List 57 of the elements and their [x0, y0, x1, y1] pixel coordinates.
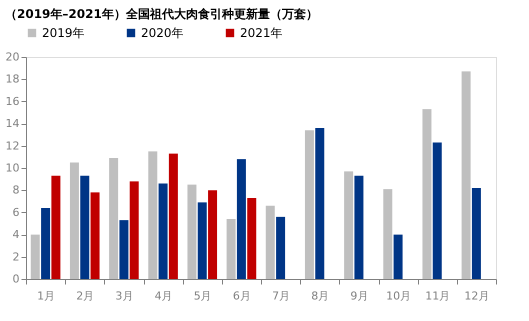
- bar: [198, 202, 207, 279]
- x-tick-label: 1月: [37, 290, 56, 302]
- legend-label: 2019年: [42, 26, 85, 40]
- bar: [30, 234, 40, 279]
- legend-label: 2020年: [141, 26, 184, 40]
- bar: [80, 176, 90, 279]
- y-tick-label: 10: [6, 162, 20, 174]
- y-tick-label: 18: [6, 72, 20, 86]
- legend-label: 2021年: [240, 26, 283, 40]
- x-tick-label: 9月: [350, 290, 368, 302]
- bar: [304, 130, 314, 279]
- bar: [315, 128, 324, 279]
- bar: [354, 176, 364, 279]
- y-tick-label: 8: [12, 184, 20, 197]
- y-tick-label: 20: [6, 50, 20, 64]
- bar: [187, 184, 196, 279]
- x-tick-label: 4月: [154, 290, 173, 302]
- bar: [168, 154, 178, 279]
- bar: [208, 190, 218, 279]
- y-tick-label: 14: [6, 117, 20, 130]
- y-tick-label: 12: [6, 139, 20, 152]
- x-tick-label: 6月: [232, 290, 251, 302]
- bar: [247, 198, 256, 279]
- y-tick-label: 6: [12, 206, 20, 219]
- bar: [226, 219, 236, 279]
- bar: [130, 181, 139, 279]
- x-tick-label: 5月: [194, 290, 212, 302]
- x-tick-label: 2月: [76, 290, 94, 302]
- bar: [472, 188, 481, 279]
- bar: [266, 206, 275, 279]
- bar: [70, 162, 79, 279]
- x-tick-label: 10月: [386, 290, 412, 302]
- bar: [383, 189, 392, 279]
- bar: [90, 192, 100, 279]
- x-tick-label: 8月: [311, 290, 330, 302]
- x-tick-label: 12月: [464, 290, 490, 302]
- bar: [394, 234, 403, 279]
- chart-title: （2019年–2021年）全国祖代大肉食引种更新量（万套）: [5, 7, 318, 21]
- x-tick-label: 3月: [115, 290, 134, 302]
- bar: [41, 208, 50, 279]
- bar: [462, 71, 471, 279]
- y-tick-label: 0: [12, 272, 20, 286]
- y-tick-label: 2: [12, 250, 20, 264]
- bar: [344, 171, 354, 279]
- bar: [119, 220, 128, 279]
- x-tick-label: 11月: [425, 290, 450, 302]
- bar: [236, 159, 246, 279]
- x-tick-label: 7月: [272, 290, 290, 302]
- y-tick-label: 4: [12, 228, 20, 242]
- y-tick-label: 16: [6, 94, 20, 108]
- bar: [276, 216, 286, 279]
- bar: [51, 176, 60, 279]
- bar: [148, 151, 158, 279]
- bar: [422, 109, 432, 279]
- bar: [432, 142, 442, 279]
- bar: [158, 184, 168, 279]
- bar: [109, 158, 118, 279]
